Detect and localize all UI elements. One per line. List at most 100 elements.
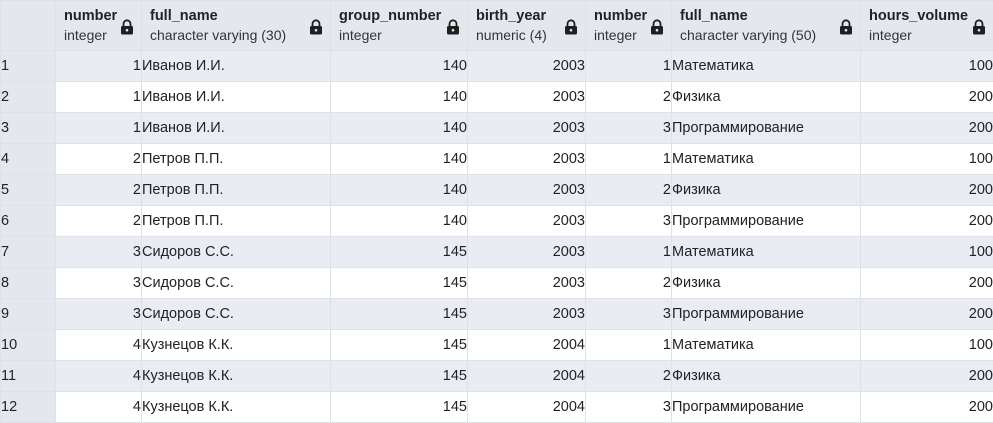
cell-number[interactable]: 1 bbox=[585, 143, 672, 175]
cell-full_name[interactable]: Иванов И.И. bbox=[141, 50, 331, 82]
cell-hours_volume[interactable]: 200 bbox=[860, 267, 993, 299]
cell-full_name[interactable]: Кузнецов К.К. bbox=[141, 391, 331, 423]
cell-group_number[interactable]: 145 bbox=[330, 298, 468, 330]
cell-number[interactable]: 2 bbox=[55, 174, 142, 206]
cell-full_name[interactable]: Математика bbox=[671, 329, 861, 361]
table-row[interactable]: 11 4 Кузнецов К.К. 145 2004 2 Физика 200 bbox=[0, 360, 993, 392]
cell-number[interactable]: 3 bbox=[585, 298, 672, 330]
cell-birth_year[interactable]: 2003 bbox=[467, 236, 586, 268]
cell-number[interactable]: 2 bbox=[585, 81, 672, 113]
cell-birth_year[interactable]: 2003 bbox=[467, 143, 586, 175]
cell-number[interactable]: 4 bbox=[55, 329, 142, 361]
cell-full_name[interactable]: Сидоров С.С. bbox=[141, 298, 331, 330]
cell-hours_volume[interactable]: 100 bbox=[860, 50, 993, 82]
cell-hours_volume[interactable]: 100 bbox=[860, 143, 993, 175]
table-row[interactable]: 12 4 Кузнецов К.К. 145 2004 3 Программирование… bbox=[0, 391, 993, 423]
cell-group_number[interactable]: 145 bbox=[330, 267, 468, 299]
table-row[interactable]: 1 1 Иванов И.И. 140 2003 1 Математика 100 bbox=[0, 50, 993, 82]
cell-full_name[interactable]: Кузнецов К.К. bbox=[141, 360, 331, 392]
table-row[interactable]: 8 3 Сидоров С.С. 145 2003 2 Физика 200 bbox=[0, 267, 993, 299]
cell-full_name[interactable]: Физика bbox=[671, 81, 861, 113]
column-header-group_number[interactable]: group_number integer bbox=[330, 0, 468, 51]
cell-hours_volume[interactable]: 200 bbox=[860, 360, 993, 392]
cell-full_name[interactable]: Математика bbox=[671, 50, 861, 82]
row-number[interactable]: 9 bbox=[0, 298, 56, 330]
row-number[interactable]: 10 bbox=[0, 329, 56, 361]
cell-group_number[interactable]: 140 bbox=[330, 81, 468, 113]
cell-full_name[interactable]: Петров П.П. bbox=[141, 205, 331, 237]
cell-group_number[interactable]: 140 bbox=[330, 112, 468, 144]
cell-group_number[interactable]: 140 bbox=[330, 174, 468, 206]
cell-birth_year[interactable]: 2004 bbox=[467, 329, 586, 361]
cell-group_number[interactable]: 145 bbox=[330, 329, 468, 361]
cell-birth_year[interactable]: 2003 bbox=[467, 112, 586, 144]
cell-number[interactable]: 1 bbox=[585, 236, 672, 268]
row-number[interactable]: 8 bbox=[0, 267, 56, 299]
cell-number[interactable]: 3 bbox=[585, 112, 672, 144]
cell-birth_year[interactable]: 2003 bbox=[467, 205, 586, 237]
table-row[interactable]: 10 4 Кузнецов К.К. 145 2004 1 Математика 100 bbox=[0, 329, 993, 361]
cell-full_name[interactable]: Иванов И.И. bbox=[141, 112, 331, 144]
cell-number[interactable]: 2 bbox=[585, 267, 672, 299]
cell-number[interactable]: 3 bbox=[55, 298, 142, 330]
cell-group_number[interactable]: 145 bbox=[330, 391, 468, 423]
cell-birth_year[interactable]: 2004 bbox=[467, 391, 586, 423]
cell-number[interactable]: 1 bbox=[55, 112, 142, 144]
cell-hours_volume[interactable]: 100 bbox=[860, 236, 993, 268]
table-row[interactable]: 4 2 Петров П.П. 140 2003 1 Математика 100 bbox=[0, 143, 993, 175]
cell-group_number[interactable]: 140 bbox=[330, 205, 468, 237]
cell-full_name[interactable]: Программирование bbox=[671, 205, 861, 237]
cell-full_name[interactable]: Математика bbox=[671, 236, 861, 268]
row-number[interactable]: 1 bbox=[0, 50, 56, 82]
cell-hours_volume[interactable]: 200 bbox=[860, 174, 993, 206]
cell-hours_volume[interactable]: 200 bbox=[860, 112, 993, 144]
table-row[interactable]: 5 2 Петров П.П. 140 2003 2 Физика 200 bbox=[0, 174, 993, 206]
cell-full_name[interactable]: Петров П.П. bbox=[141, 174, 331, 206]
cell-birth_year[interactable]: 2003 bbox=[467, 50, 586, 82]
cell-hours_volume[interactable]: 200 bbox=[860, 81, 993, 113]
cell-number[interactable]: 4 bbox=[55, 360, 142, 392]
cell-number[interactable]: 1 bbox=[585, 50, 672, 82]
cell-birth_year[interactable]: 2003 bbox=[467, 81, 586, 113]
cell-full_name[interactable]: Физика bbox=[671, 174, 861, 206]
row-number[interactable]: 2 bbox=[0, 81, 56, 113]
column-header-full_name[interactable]: full_name character varying (30) bbox=[141, 0, 331, 51]
row-number[interactable]: 4 bbox=[0, 143, 56, 175]
cell-full_name[interactable]: Физика bbox=[671, 360, 861, 392]
cell-birth_year[interactable]: 2003 bbox=[467, 298, 586, 330]
cell-birth_year[interactable]: 2003 bbox=[467, 174, 586, 206]
cell-number[interactable]: 3 bbox=[585, 391, 672, 423]
row-number[interactable]: 6 bbox=[0, 205, 56, 237]
cell-hours_volume[interactable]: 200 bbox=[860, 298, 993, 330]
column-header-number[interactable]: number integer bbox=[55, 0, 142, 51]
row-number[interactable]: 7 bbox=[0, 236, 56, 268]
cell-number[interactable]: 2 bbox=[585, 360, 672, 392]
row-number[interactable]: 12 bbox=[0, 391, 56, 423]
table-row[interactable]: 7 3 Сидоров С.С. 145 2003 1 Математика 100 bbox=[0, 236, 993, 268]
table-row[interactable]: 9 3 Сидоров С.С. 145 2003 3 Программирование 20… bbox=[0, 298, 993, 330]
cell-number[interactable]: 3 bbox=[585, 205, 672, 237]
cell-full_name[interactable]: Сидоров С.С. bbox=[141, 236, 331, 268]
cell-number[interactable]: 2 bbox=[55, 143, 142, 175]
column-header-number[interactable]: number integer bbox=[585, 0, 672, 51]
cell-number[interactable]: 1 bbox=[55, 81, 142, 113]
cell-hours_volume[interactable]: 100 bbox=[860, 329, 993, 361]
cell-full_name[interactable]: Математика bbox=[671, 143, 861, 175]
cell-birth_year[interactable]: 2003 bbox=[467, 267, 586, 299]
cell-group_number[interactable]: 140 bbox=[330, 143, 468, 175]
cell-group_number[interactable]: 140 bbox=[330, 50, 468, 82]
cell-number[interactable]: 3 bbox=[55, 236, 142, 268]
cell-full_name[interactable]: Петров П.П. bbox=[141, 143, 331, 175]
cell-full_name[interactable]: Программирование bbox=[671, 391, 861, 423]
cell-number[interactable]: 4 bbox=[55, 391, 142, 423]
cell-birth_year[interactable]: 2004 bbox=[467, 360, 586, 392]
cell-full_name[interactable]: Программирование bbox=[671, 112, 861, 144]
cell-number[interactable]: 2 bbox=[585, 174, 672, 206]
row-number[interactable]: 3 bbox=[0, 112, 56, 144]
cell-number[interactable]: 1 bbox=[55, 50, 142, 82]
table-row[interactable]: 3 1 Иванов И.И. 140 2003 3 Программирование 200 bbox=[0, 112, 993, 144]
column-header-hours_volume[interactable]: hours_volume integer bbox=[860, 0, 993, 51]
row-number[interactable]: 5 bbox=[0, 174, 56, 206]
row-number[interactable]: 11 bbox=[0, 360, 56, 392]
cell-full_name[interactable]: Сидоров С.С. bbox=[141, 267, 331, 299]
